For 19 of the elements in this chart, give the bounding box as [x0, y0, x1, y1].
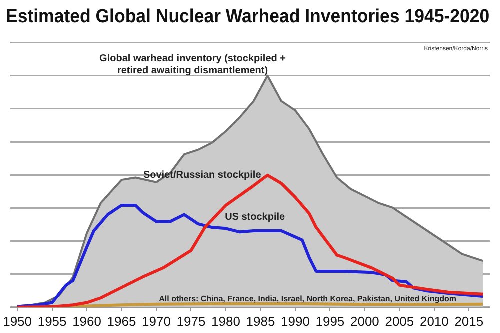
- x-tick-label: 2005: [385, 314, 414, 329]
- chart-title: Estimated Global Nuclear Warhead Inventories 1945-2020: [6, 5, 490, 27]
- x-tick-label: 1985: [246, 314, 276, 329]
- x-tick-label: 2015: [454, 314, 484, 329]
- x-tick-label: 1950: [3, 314, 32, 329]
- x-tick-label: 1995: [316, 314, 345, 329]
- x-tick-label: 2010: [420, 314, 449, 329]
- x-tick-label: 1975: [176, 314, 206, 329]
- x-tick-label: 1980: [212, 314, 240, 329]
- x-tick-label: 1965: [107, 314, 136, 329]
- series-label: All others: China, France, India, Israel, North Korea, Pakistan, United Kingdom: [159, 294, 457, 304]
- series-label: Global warhead inventory (stockpiled + retired awaiting dismantlement): [100, 53, 286, 76]
- series-label: US stockpile: [225, 212, 286, 224]
- x-tick-label: 2000: [350, 314, 380, 329]
- x-tick-label: 1955: [38, 314, 67, 329]
- x-tick-label: 1960: [72, 314, 102, 329]
- series-label: Soviet/Russian stockpile: [143, 170, 262, 181]
- x-tick-label: 1970: [142, 314, 171, 329]
- x-tick-label: 1990: [281, 314, 310, 329]
